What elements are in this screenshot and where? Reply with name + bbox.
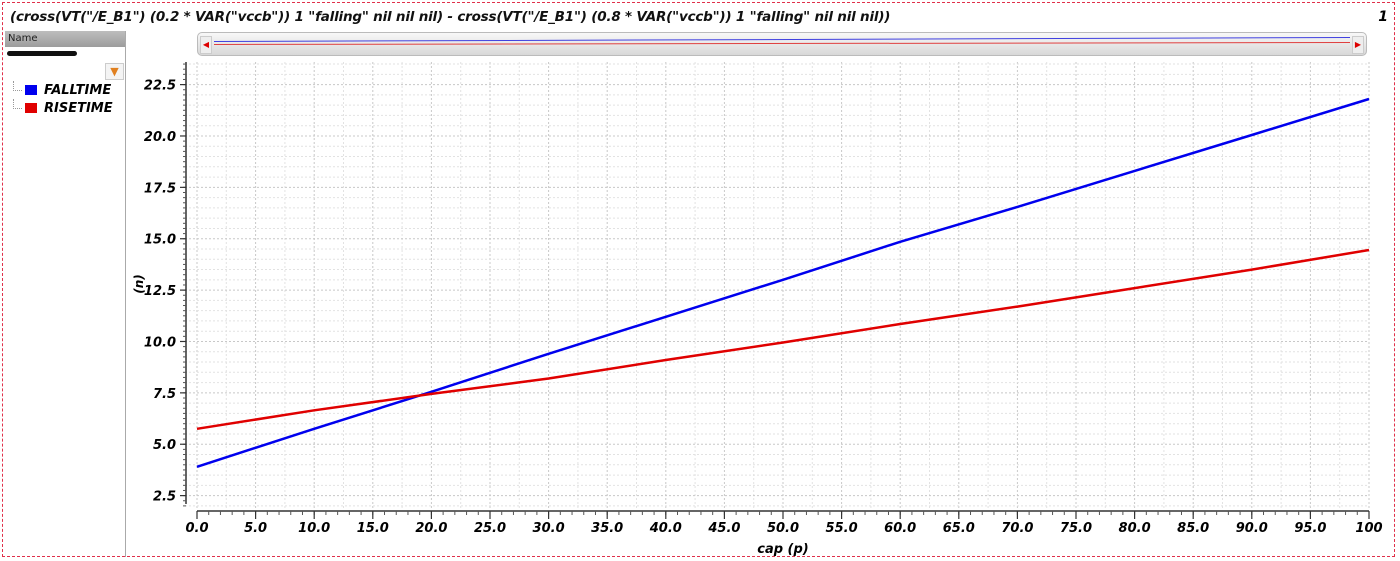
y-tick-label: 5.0 (153, 438, 176, 453)
legend-label: FALLTIME (44, 82, 112, 98)
x-tick-label: 65.0 (943, 521, 975, 536)
x-tick-label: 80.0 (1119, 521, 1151, 536)
x-tick-label: 15.0 (357, 521, 389, 536)
y-tick-label: 15.0 (144, 233, 176, 248)
x-tick-label: 5.0 (244, 521, 267, 536)
x-tick-label: 50.0 (767, 521, 799, 536)
x-tick-label: 10.0 (298, 521, 330, 536)
legend: FALLTIME RISETIME (13, 81, 113, 117)
x-tick-label: 25.0 (474, 521, 506, 536)
x-tick-label: 30.0 (533, 521, 565, 536)
scroll-right-button[interactable]: ▶ (1352, 36, 1364, 54)
x-tick-label: 60.0 (884, 521, 916, 536)
y-tick-label: 2.5 (153, 490, 176, 505)
legend-swatch-risetime (25, 103, 37, 113)
y-tick-label: 17.5 (144, 181, 176, 196)
legend-swatch-falltime (25, 85, 37, 95)
y-tick-label: 12.5 (144, 284, 176, 299)
x-tick-label: 90.0 (1236, 521, 1268, 536)
tree-connector (13, 81, 22, 91)
x-axis-label: cap (p) (757, 542, 809, 557)
y-tick-label: 22.5 (144, 79, 176, 94)
tree-connector (13, 99, 22, 109)
x-tick-label: 95.0 (1294, 521, 1326, 536)
legend-item-falltime[interactable]: FALLTIME (13, 81, 113, 99)
scroll-left-button[interactable]: ◀ (200, 36, 212, 54)
y-tick-label: 10.0 (144, 335, 176, 350)
legend-item-risetime[interactable]: RISETIME (13, 99, 113, 117)
x-tick-label: 85.0 (1177, 521, 1209, 536)
y-axis-label: (n) (132, 274, 146, 294)
x-tick-label: 20.0 (415, 521, 447, 536)
y-tick-label: 20.0 (144, 130, 176, 145)
subwindow-number: 1 (1378, 9, 1388, 25)
x-tick-label: 35.0 (591, 521, 623, 536)
x-tick-label: 100 (1355, 521, 1382, 536)
legend-label: RISETIME (44, 100, 113, 116)
overview-scrollbar[interactable]: ◀ ▶ (197, 32, 1367, 56)
trace-panel: Name ▼ FALLTIME RISETIME (5, 31, 126, 557)
x-tick-label: 45.0 (707, 521, 740, 536)
filter-icon[interactable]: ▼ (105, 63, 124, 80)
y-tick-label: 7.5 (153, 387, 176, 402)
plot-title: (cross(VT("/E_B1") (0.2 * VAR("vccb")) 1… (10, 9, 891, 25)
x-tick-label: 0.0 (185, 521, 208, 536)
x-tick-label: 55.0 (826, 521, 858, 536)
name-scrollbar[interactable] (7, 51, 77, 56)
x-tick-label: 40.0 (649, 521, 682, 536)
name-column-header[interactable]: Name (5, 31, 125, 47)
x-tick-label: 75.0 (1060, 521, 1092, 536)
x-tick-label: 70.0 (1001, 521, 1033, 536)
